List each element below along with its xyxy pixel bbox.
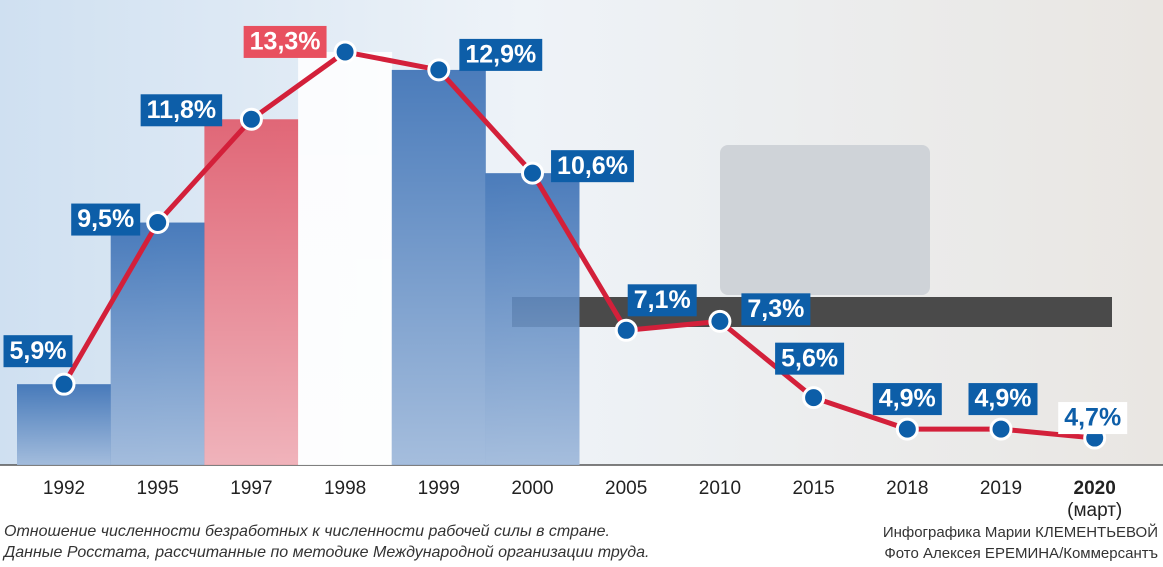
x-tick-label: 1998 <box>324 478 366 499</box>
x-tick-label: 1999 <box>418 478 460 499</box>
bar-fade <box>17 384 111 465</box>
x-tick-label: 2019 <box>980 478 1022 499</box>
point <box>991 419 1011 439</box>
value-label-text: 4,7% <box>1064 404 1121 432</box>
x-tick-label: 1992 <box>43 478 85 499</box>
value-label: 7,1% <box>628 284 697 316</box>
value-label: 9,5% <box>71 204 140 236</box>
value-label-text: 12,9% <box>465 41 536 69</box>
value-label-text: 4,9% <box>879 385 936 413</box>
point <box>710 311 730 331</box>
credit: Фото Алексея ЕРЕМИНА/Коммерсантъ <box>884 545 1158 562</box>
bar-fade <box>392 70 486 465</box>
value-label: 10,6% <box>551 150 634 182</box>
point <box>523 163 543 183</box>
x-tick-label: 2000 <box>511 478 553 499</box>
value-label: 5,6% <box>775 343 844 375</box>
value-label: 5,9% <box>4 335 73 367</box>
note-line: Отношение численности безработных к числ… <box>4 523 610 540</box>
value-label: 7,3% <box>741 293 810 325</box>
value-label-text: 5,6% <box>781 344 838 372</box>
point <box>897 419 917 439</box>
value-label-text: 13,3% <box>250 28 321 56</box>
point <box>148 213 168 233</box>
x-tick-label: 1997 <box>230 478 272 499</box>
x-tick-label: 2020 <box>1074 478 1116 499</box>
x-tick-label: 2010 <box>699 478 741 499</box>
point <box>616 320 636 340</box>
x-tick-label: 2015 <box>792 478 834 499</box>
point <box>241 109 261 129</box>
x-tick-label: 2005 <box>605 478 647 499</box>
point <box>804 388 824 408</box>
desk-decoration <box>512 297 1112 327</box>
bar-fade <box>204 119 298 465</box>
value-label-text: 7,1% <box>634 286 691 314</box>
note-line: Данные Росстата, рассчитанные по методик… <box>2 544 649 561</box>
value-label-text: 10,6% <box>557 152 628 180</box>
point <box>54 374 74 394</box>
chart: Отношение численности безработных к числ… <box>0 0 1163 567</box>
value-label-text: 11,8% <box>147 96 217 124</box>
credit: Инфографика Марии КЛЕМЕНТЬЕВОЙ <box>883 523 1158 541</box>
bar-fade <box>486 173 580 465</box>
x-tick-label: 2018 <box>886 478 928 499</box>
laptop-decoration <box>720 145 930 295</box>
value-label: 13,3% <box>244 26 327 58</box>
value-label: 4,9% <box>873 383 942 415</box>
value-label: 4,7% <box>1058 402 1127 434</box>
value-label-text: 9,5% <box>77 205 134 233</box>
value-label: 12,9% <box>459 39 542 71</box>
value-label: 4,9% <box>969 383 1038 415</box>
bar-fade <box>298 52 392 465</box>
value-label-text: 4,9% <box>975 385 1032 413</box>
bar-fade <box>111 223 205 465</box>
point <box>335 42 355 62</box>
x-note: (март) <box>1067 500 1122 521</box>
point <box>429 60 449 80</box>
value-label-text: 5,9% <box>10 337 67 365</box>
value-label-text: 7,3% <box>747 295 804 323</box>
x-tick-label: 1995 <box>137 478 179 499</box>
value-label: 11,8% <box>141 94 223 126</box>
